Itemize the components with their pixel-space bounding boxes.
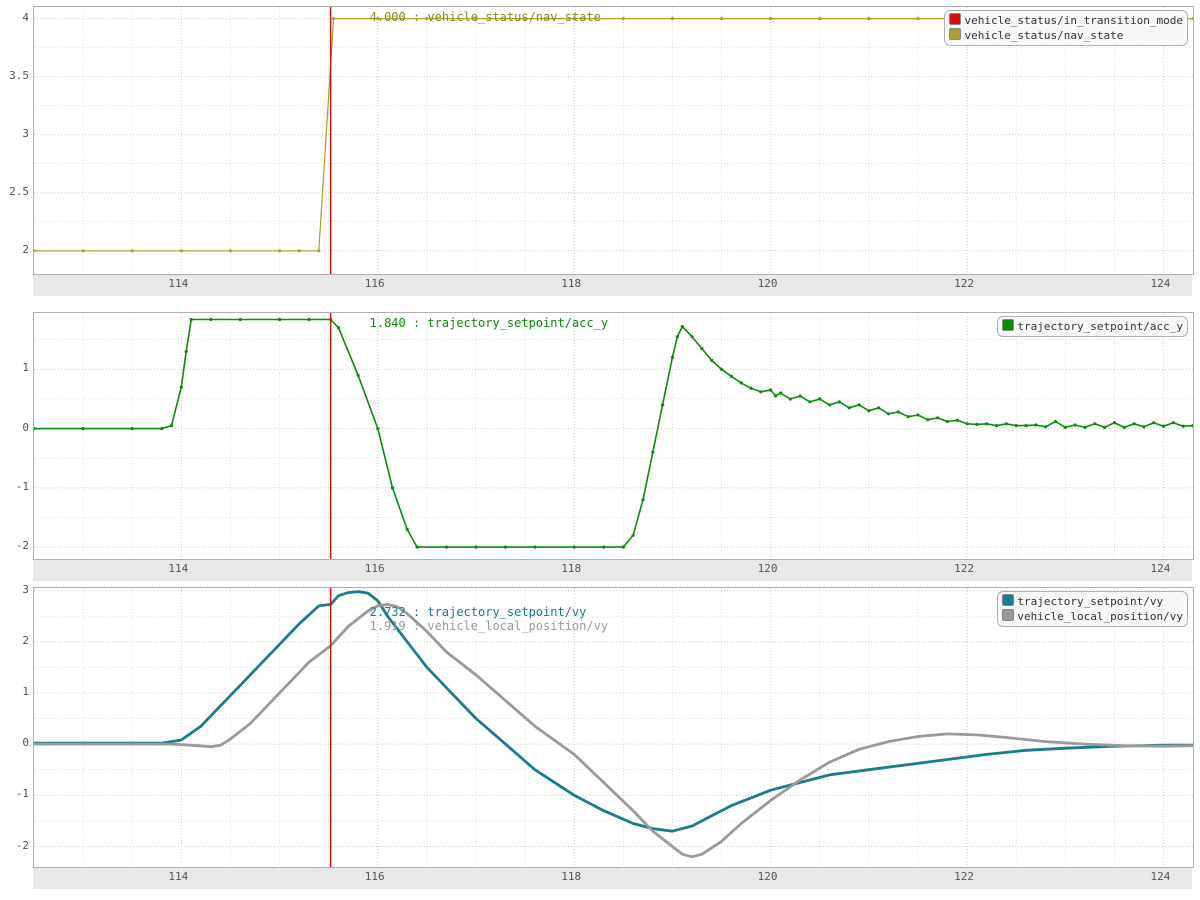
legend-2: trajectory_setpoint/acc_y bbox=[997, 316, 1188, 337]
y-tick-label: 0 bbox=[22, 736, 29, 749]
legend-item[interactable]: trajectory_setpoint/acc_y bbox=[1002, 319, 1183, 334]
legend-item[interactable]: vehicle_status/nav_state bbox=[949, 28, 1183, 43]
plot-area-3[interactable] bbox=[33, 587, 1194, 868]
plot-area-2[interactable] bbox=[33, 312, 1194, 560]
x-tick-label: 124 bbox=[1151, 277, 1171, 290]
x-tick-label: 114 bbox=[168, 870, 188, 883]
y-tick-label: 2.5 bbox=[9, 185, 29, 198]
x-axis-band-2 bbox=[33, 558, 1192, 581]
plot-svg-3 bbox=[34, 588, 1193, 867]
y-tick-label: -2 bbox=[16, 839, 29, 852]
x-tick-label: 114 bbox=[168, 562, 188, 575]
legend-item[interactable]: vehicle_status/in_transition_mode bbox=[949, 13, 1183, 28]
x-tick-label: 122 bbox=[954, 562, 974, 575]
y-tick-label: 1 bbox=[22, 685, 29, 698]
x-tick-label: 118 bbox=[561, 562, 581, 575]
x-tick-label: 122 bbox=[954, 277, 974, 290]
legend-item[interactable]: trajectory_setpoint/vy bbox=[1002, 594, 1183, 609]
x-tick-label: 124 bbox=[1151, 870, 1171, 883]
legend-label: vehicle_local_position/vy bbox=[1017, 610, 1183, 623]
y-tick-label: 1 bbox=[22, 361, 29, 374]
legend-label: vehicle_status/in_transition_mode bbox=[964, 14, 1183, 27]
x-tick-label: 118 bbox=[561, 870, 581, 883]
x-tick-label: 120 bbox=[758, 562, 778, 575]
y-tick-label: -1 bbox=[16, 787, 29, 800]
legend-label: vehicle_status/nav_state bbox=[964, 29, 1123, 42]
y-tick-label: 4 bbox=[22, 11, 29, 24]
panel-1: vehicle_status/in_transition_modevehicle… bbox=[0, 0, 1200, 300]
legend-1: vehicle_status/in_transition_modevehicle… bbox=[944, 10, 1188, 46]
legend-label: trajectory_setpoint/acc_y bbox=[1017, 320, 1183, 333]
x-tick-label: 122 bbox=[954, 870, 974, 883]
y-tick-label: -2 bbox=[16, 539, 29, 552]
x-tick-label: 118 bbox=[561, 277, 581, 290]
plot-area-1[interactable] bbox=[33, 6, 1194, 275]
x-tick-label: 120 bbox=[758, 870, 778, 883]
y-tick-label: 0 bbox=[22, 421, 29, 434]
x-tick-label: 116 bbox=[365, 277, 385, 290]
x-tick-label: 116 bbox=[365, 870, 385, 883]
x-axis-band-1 bbox=[33, 273, 1192, 296]
y-tick-label: 2 bbox=[22, 243, 29, 256]
y-tick-label: 3 bbox=[22, 127, 29, 140]
plot-svg-1 bbox=[34, 7, 1193, 274]
panel-3: trajectory_setpoint/vy vehicle_local_posi… bbox=[0, 583, 1200, 900]
y-tick-label: 3 bbox=[22, 583, 29, 596]
panel-2: trajectory_setpoint/acc_y 1.840 : trajec… bbox=[0, 300, 1200, 583]
legend-item[interactable]: vehicle_local_position/vy bbox=[1002, 609, 1183, 624]
legend-label: trajectory_setpoint/vy bbox=[1017, 595, 1163, 608]
plot-svg-2 bbox=[34, 313, 1193, 559]
x-tick-label: 114 bbox=[168, 277, 188, 290]
x-axis-band-3 bbox=[33, 866, 1192, 889]
y-tick-label: 2 bbox=[22, 634, 29, 647]
x-tick-label: 116 bbox=[365, 562, 385, 575]
y-tick-label: 3.5 bbox=[9, 69, 29, 82]
x-tick-label: 120 bbox=[758, 277, 778, 290]
y-tick-label: -1 bbox=[16, 480, 29, 493]
legend-3: trajectory_setpoint/vy vehicle_local_posi… bbox=[997, 591, 1188, 627]
x-tick-label: 124 bbox=[1151, 562, 1171, 575]
